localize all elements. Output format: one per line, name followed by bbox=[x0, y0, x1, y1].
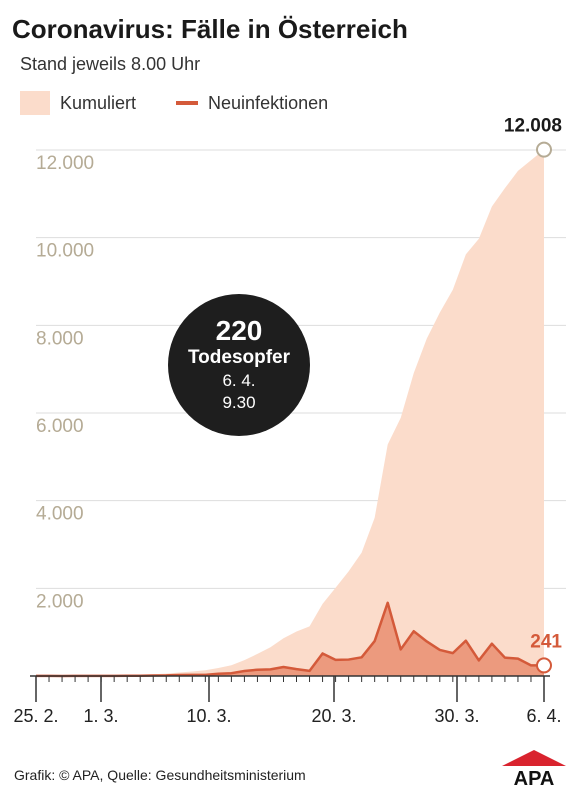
source-footer: Grafik: © APA, Quelle: Gesundheitsminist… bbox=[14, 767, 306, 783]
new-infections-area bbox=[36, 602, 544, 676]
deaths-label: Todesopfer bbox=[187, 347, 291, 368]
legend: Kumuliert Neuinfektionen bbox=[20, 90, 328, 116]
y-tick-label: 12.000 bbox=[36, 153, 94, 174]
chart-subtitle: Stand jeweils 8.00 Uhr bbox=[20, 54, 201, 74]
cumulative-end-marker bbox=[536, 141, 552, 158]
legend-swatch-cumulative bbox=[20, 91, 50, 115]
cumulative-end-label: 12.008 bbox=[504, 116, 562, 137]
apa-logo: APA bbox=[502, 750, 566, 786]
cumulative-area bbox=[36, 149, 544, 676]
deaths-badge: 220 Todesopfer 6. 4. 9.30 bbox=[168, 294, 310, 436]
legend-label-cumulative: Kumuliert bbox=[60, 92, 137, 113]
chart-title: Coronavirus: Fälle in Österreich bbox=[12, 14, 408, 44]
apa-logo-text: APA bbox=[514, 768, 555, 786]
deaths-date: 6. 4. bbox=[222, 371, 256, 390]
y-tick-label: 8.000 bbox=[36, 328, 84, 349]
deaths-time: 9.30 bbox=[222, 393, 256, 412]
new-end-marker bbox=[536, 657, 552, 674]
x-tick-label: 25. 2. bbox=[13, 706, 58, 726]
y-tick-label: 4.000 bbox=[36, 504, 84, 525]
x-tick-label: 20. 3. bbox=[311, 706, 356, 726]
x-tick-label: 10. 3. bbox=[186, 706, 231, 726]
new-end-label: 241 bbox=[530, 631, 562, 652]
y-tick-label: 2.000 bbox=[36, 591, 84, 612]
deaths-count: 220 bbox=[215, 315, 263, 346]
x-tick-label: 1. 3. bbox=[83, 706, 118, 726]
apa-logo-roof bbox=[502, 750, 566, 766]
y-tick-label: 10.000 bbox=[36, 241, 94, 262]
y-tick-label: 6.000 bbox=[36, 416, 84, 437]
x-tick-label: 6. 4. bbox=[526, 706, 561, 726]
chart-svg: 2.000 4.000 6.000 8.000 10.000 12.000 25. 2. 1.… bbox=[13, 116, 566, 726]
legend-label-new: Neuinfektionen bbox=[208, 92, 329, 113]
x-tick-label: 30. 3. bbox=[434, 706, 479, 726]
legend-swatch-new bbox=[176, 101, 199, 105]
